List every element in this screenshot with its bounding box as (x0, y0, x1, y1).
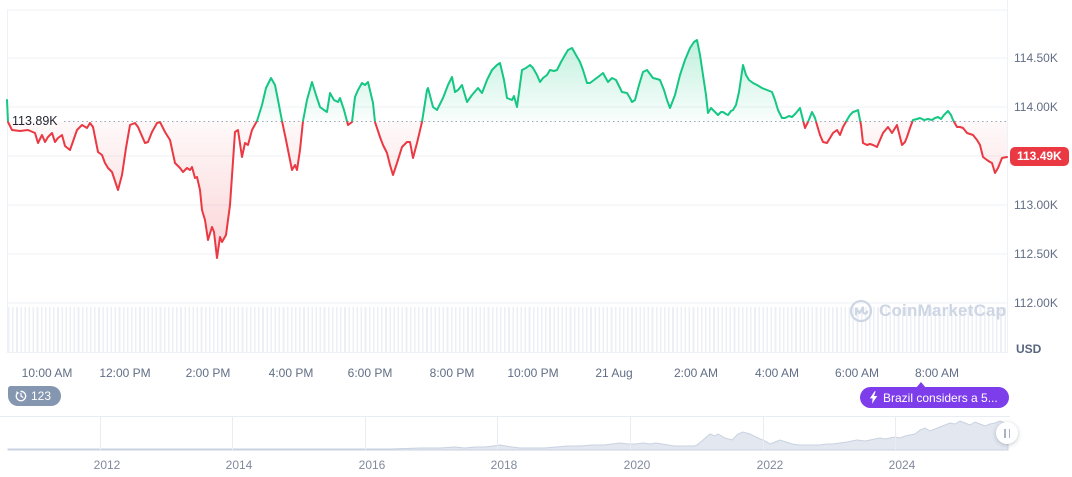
watermark-text: CoinMarketCap (879, 301, 1007, 320)
x-axis-tick: 2:00 AM (673, 366, 719, 380)
year-separator (232, 417, 233, 450)
main-price-chart[interactable]: 113.89K CoinMarketCap (0, 0, 1010, 362)
history-clock-icon (15, 390, 27, 402)
date-range-selector[interactable] (0, 416, 1010, 451)
x-axis-tick: 12:00 PM (99, 366, 151, 380)
range-drag-handle[interactable] (996, 422, 1018, 444)
year-separator (100, 417, 101, 450)
y-axis-tick: 112.50K (1014, 247, 1058, 261)
year-label: 2020 (623, 458, 651, 472)
x-axis-tick: 4:00 AM (754, 366, 800, 380)
x-axis-tick: 4:00 PM (268, 366, 314, 380)
year-separator (365, 417, 366, 450)
annotation-count-badge[interactable]: 123 (8, 386, 62, 406)
x-axis-tick: 2:00 PM (185, 366, 231, 380)
year-separator (895, 417, 896, 450)
lightning-icon (869, 391, 878, 404)
currency-unit-label: USD (1016, 342, 1042, 356)
year-label: 2024 (888, 458, 916, 472)
year-label: 2016 (358, 458, 386, 472)
x-axis-tick: 8:00 PM (429, 366, 475, 380)
coinmarketcap-logo-icon (849, 299, 873, 323)
baseline-price-label: 113.89K (12, 114, 58, 128)
year-separator (497, 417, 498, 450)
news-badge-pointer (916, 382, 926, 388)
history-mini-chart (7, 420, 1009, 451)
y-axis-tick: 114.00K (1014, 100, 1058, 114)
volume-bars (8, 307, 1008, 352)
y-axis-tick: 113.00K (1014, 198, 1058, 212)
price-line-chart (6, 0, 1008, 353)
x-axis-tick: 10:00 AM (21, 366, 73, 380)
watermark: CoinMarketCap (849, 299, 1006, 323)
year-separator (630, 417, 631, 450)
year-separator (763, 417, 764, 450)
current-price-badge: 113.49K (1010, 147, 1069, 166)
y-axis-tick: 112.00K (1014, 296, 1058, 310)
news-badge-label: Brazil considers a 5... (883, 390, 998, 405)
x-axis-tick: 6:00 AM (834, 366, 880, 380)
year-label: 2012 (93, 458, 121, 472)
x-axis-tick: 6:00 PM (347, 366, 393, 380)
year-label: 2022 (756, 458, 784, 472)
x-axis-tick: 10:00 PM (507, 366, 559, 380)
year-label: 2018 (490, 458, 518, 472)
x-axis-tick: 21 Aug (595, 366, 633, 380)
news-annotation-badge[interactable]: Brazil considers a 5... (860, 382, 1009, 408)
y-axis-tick: 114.50K (1014, 51, 1058, 65)
x-axis-tick: 8:00 AM (914, 366, 960, 380)
annotation-count: 123 (31, 389, 52, 403)
year-label: 2014 (225, 458, 253, 472)
